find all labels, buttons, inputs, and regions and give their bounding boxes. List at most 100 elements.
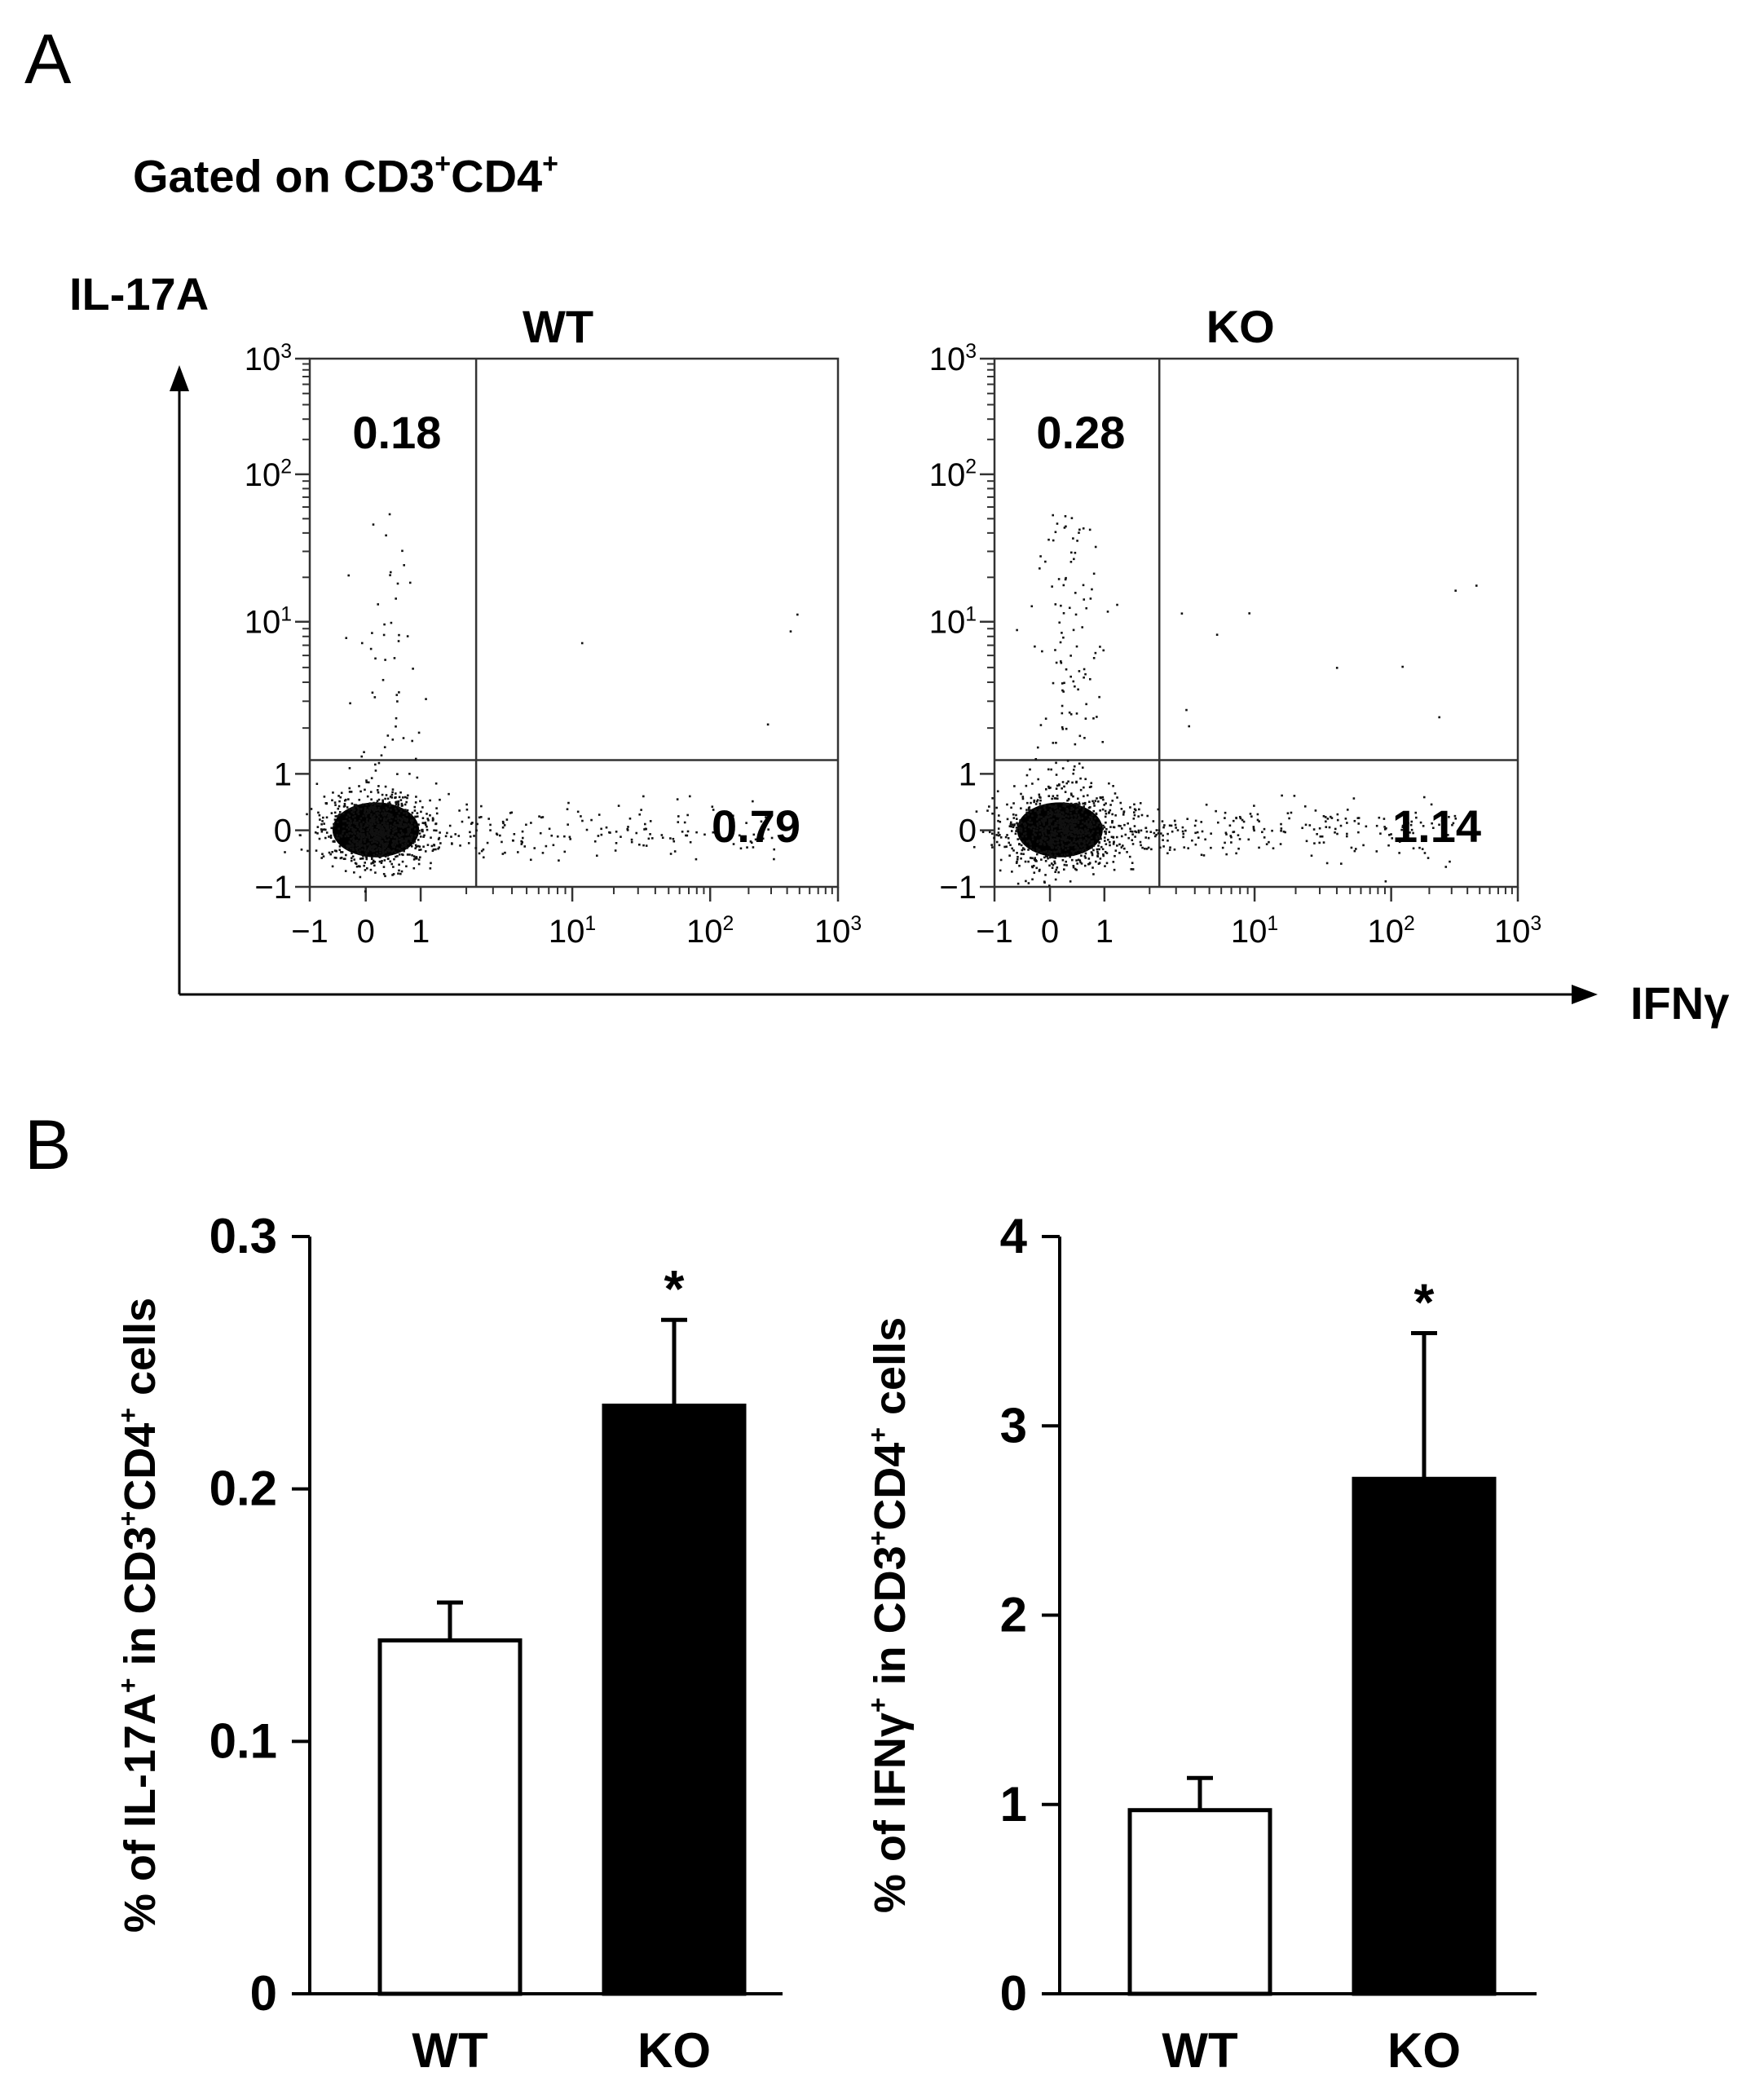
event-dot — [391, 845, 395, 848]
event-dot — [1083, 803, 1087, 805]
event-dot — [354, 818, 356, 822]
event-dot — [410, 826, 413, 829]
event-dot — [1021, 849, 1024, 852]
event-dot — [1061, 689, 1064, 692]
quadrant-lr-value: 0.79 — [712, 800, 800, 852]
event-dot — [1081, 766, 1084, 769]
event-dot — [1109, 844, 1111, 847]
event-dot — [644, 822, 646, 826]
event-dot — [1060, 604, 1062, 607]
event-dot — [1006, 834, 1008, 836]
event-dot — [1130, 868, 1133, 871]
event-dot — [642, 795, 645, 798]
event-dot — [381, 825, 383, 828]
panel-a-letter: A — [24, 20, 72, 99]
event-dot — [1054, 853, 1056, 857]
event-dot — [377, 798, 381, 801]
event-dot — [991, 796, 994, 800]
event-dot — [530, 822, 532, 824]
event-dot — [1074, 818, 1077, 821]
event-dot — [417, 862, 421, 866]
event-dot — [1066, 760, 1069, 762]
event-dot — [1194, 831, 1197, 835]
event-dot — [1075, 818, 1078, 822]
event-dot — [1009, 844, 1012, 846]
event-dot — [377, 785, 380, 787]
event-dot — [1069, 880, 1072, 883]
event-dot — [1027, 849, 1030, 851]
event-dot — [1050, 842, 1053, 844]
event-dot — [389, 819, 391, 822]
y-tick-label-base: 10 — [245, 342, 281, 377]
event-dot — [1039, 839, 1043, 841]
event-dot — [376, 789, 379, 791]
event-dot — [1065, 668, 1068, 671]
event-dot — [1072, 825, 1074, 828]
y-tick-label-base: 10 — [929, 605, 966, 641]
event-dot — [1066, 799, 1069, 802]
event-dot — [1074, 551, 1077, 554]
event-dot — [1112, 826, 1115, 828]
ylabel-sup: + — [863, 1427, 893, 1443]
event-dot — [686, 834, 689, 837]
event-dot — [372, 849, 374, 853]
event-dot — [1030, 810, 1032, 813]
event-dot — [395, 855, 397, 858]
event-dot — [1050, 854, 1053, 857]
event-dot — [386, 825, 390, 827]
event-dot — [1074, 803, 1076, 805]
event-dot — [1012, 802, 1015, 805]
event-dot — [1087, 840, 1090, 842]
event-dot — [376, 828, 378, 831]
event-dot — [1055, 804, 1057, 807]
event-dot — [533, 847, 536, 849]
event-dot — [1388, 834, 1391, 836]
event-dot — [1081, 817, 1083, 820]
event-dot — [391, 843, 395, 846]
event-dot — [399, 821, 401, 824]
event-dot — [399, 841, 402, 844]
event-dot — [365, 803, 368, 806]
event-dot — [417, 829, 421, 832]
event-dot — [1131, 862, 1134, 865]
event-dot — [369, 824, 373, 827]
event-dot — [341, 851, 344, 853]
event-dot — [1181, 830, 1184, 833]
event-dot — [1064, 791, 1067, 793]
event-dot — [1076, 840, 1079, 843]
event-dot — [1421, 848, 1424, 850]
event-dot — [1072, 853, 1074, 857]
plot-frame — [308, 357, 840, 888]
event-dot — [614, 849, 617, 852]
event-dot — [364, 890, 367, 893]
event-dot — [1065, 820, 1068, 823]
y-tick-label-base: 0 — [959, 813, 977, 849]
event-dot — [1145, 848, 1149, 850]
event-dot — [347, 828, 351, 831]
event-dot — [593, 840, 597, 843]
event-dot — [1028, 840, 1030, 843]
event-dot — [374, 871, 377, 874]
event-dot — [1120, 846, 1123, 849]
event-dot — [1239, 817, 1242, 820]
event-dot — [414, 857, 417, 860]
event-dot — [1064, 855, 1066, 858]
event-dot — [712, 809, 715, 811]
event-dot — [1067, 815, 1069, 818]
event-dot — [406, 819, 408, 822]
event-dot — [386, 797, 390, 800]
event-dot — [381, 853, 384, 856]
event-dot — [1086, 794, 1089, 797]
event-dot — [1057, 871, 1060, 874]
event-dot — [424, 821, 427, 824]
event-dot — [760, 820, 763, 823]
event-dot — [513, 832, 516, 835]
event-dot — [1249, 813, 1252, 815]
event-dot — [499, 834, 501, 837]
event-dot — [1033, 864, 1035, 867]
event-dot — [429, 799, 431, 802]
event-dot — [363, 751, 365, 754]
event-dot — [1238, 838, 1241, 840]
event-dot — [1355, 848, 1357, 850]
event-dot — [627, 826, 629, 828]
